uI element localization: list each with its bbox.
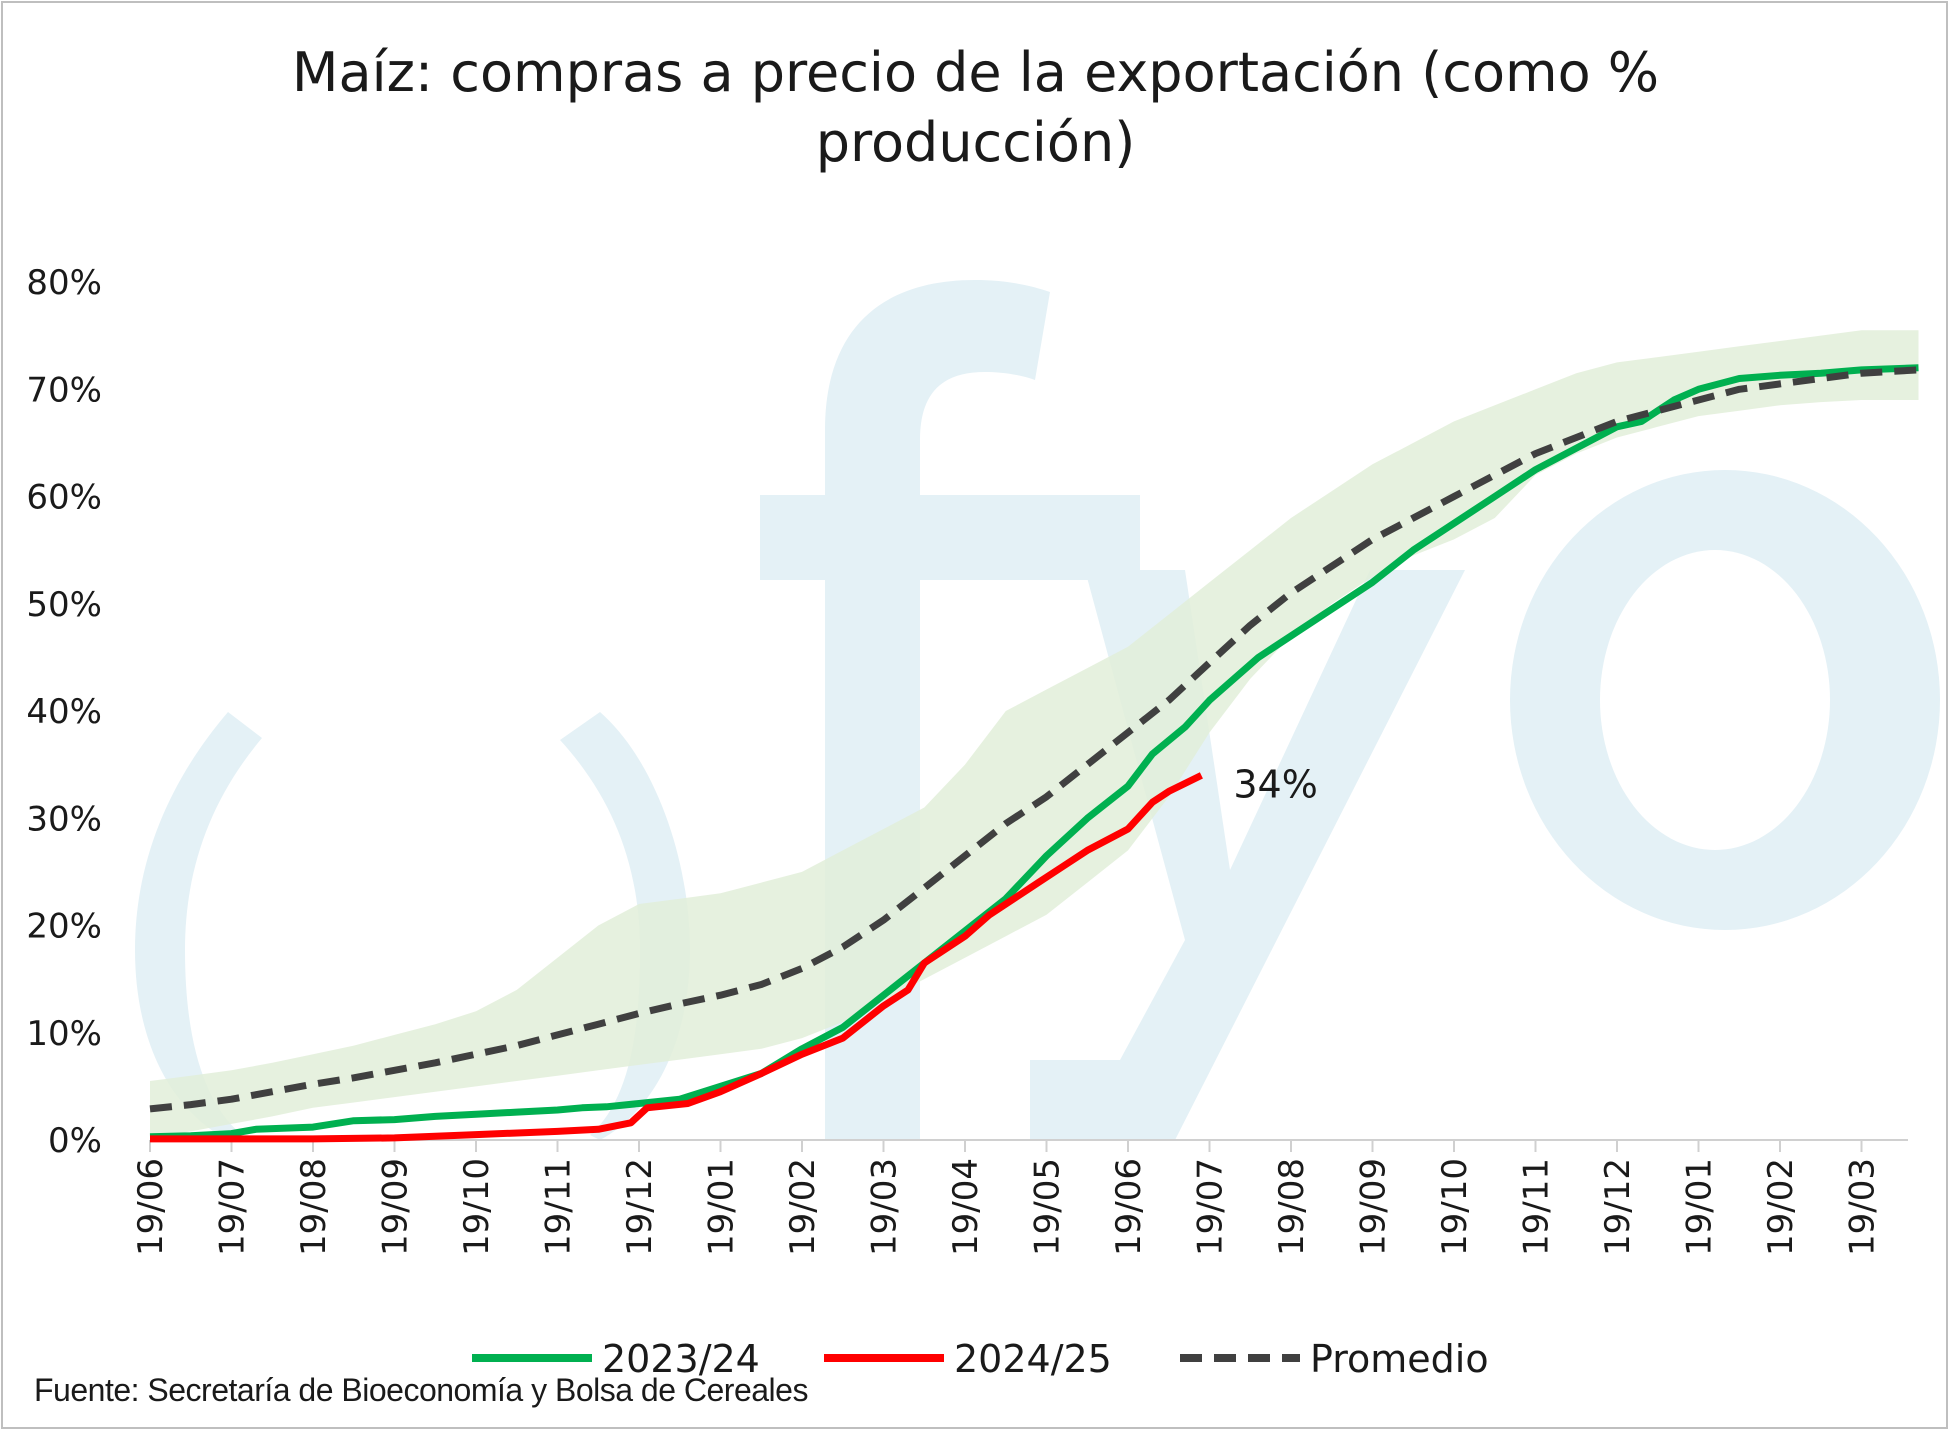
x-tick-label: 19/10 bbox=[1435, 1158, 1475, 1256]
series-line-2023-24 bbox=[149, 364, 1919, 1141]
chart-title-line-1: Maíz: compras a precio de la exportación… bbox=[291, 41, 1660, 104]
y-tick-label: 60% bbox=[26, 478, 102, 518]
x-tick-label: 19/12 bbox=[620, 1158, 660, 1256]
x-tick-label: 19/10 bbox=[457, 1158, 497, 1256]
x-tick-label: 19/06 bbox=[131, 1158, 171, 1256]
x-tick-label: 19/08 bbox=[1272, 1158, 1312, 1256]
x-tick-label: 19/06 bbox=[1109, 1158, 1149, 1256]
x-tick-label: 19/01 bbox=[1680, 1158, 1720, 1256]
x-tick-label: 19/03 bbox=[1843, 1158, 1883, 1256]
y-tick-label: 40% bbox=[26, 692, 102, 732]
watermark-o-hole bbox=[1600, 550, 1830, 850]
y-tick-label: 50% bbox=[26, 585, 102, 625]
x-tick-label: 19/08 bbox=[294, 1158, 334, 1256]
x-tick-label: 19/01 bbox=[702, 1158, 742, 1256]
y-tick-label: 30% bbox=[26, 799, 102, 839]
x-tick-label: 19/04 bbox=[946, 1158, 986, 1256]
legend-label: Promedio bbox=[1310, 1337, 1489, 1381]
y-tick-label: 20% bbox=[26, 907, 102, 947]
annotation-layer: 34% bbox=[1233, 762, 1317, 806]
source-note: Fuente: Secretaría de Bioeconomía y Bols… bbox=[34, 1372, 808, 1408]
y-tick-label: 10% bbox=[26, 1014, 102, 1054]
axis-layer: 0% 10% 20% 30% 40% 50% 60% 70% 80% 19/06 19/07 19/0… bbox=[26, 263, 1908, 1256]
series-layer bbox=[149, 364, 1919, 1143]
legend-item: Promedio bbox=[1180, 1337, 1489, 1381]
series-line-promedio bbox=[149, 366, 1919, 1113]
x-tick-label: 19/09 bbox=[1354, 1158, 1394, 1256]
x-tick-label: 19/03 bbox=[865, 1158, 905, 1256]
x-tick-label: 19/12 bbox=[1598, 1158, 1638, 1256]
x-tick-label: 19/05 bbox=[1028, 1158, 1068, 1256]
watermark-c-letter bbox=[135, 712, 262, 1140]
x-tick-label: 19/07 bbox=[213, 1158, 253, 1256]
x-tick-label: 19/07 bbox=[1191, 1158, 1231, 1256]
x-tick-label: 19/09 bbox=[376, 1158, 416, 1256]
range-band-layer bbox=[150, 330, 1919, 1138]
y-tick-label: 70% bbox=[26, 370, 102, 410]
y-tick-label: 80% bbox=[26, 263, 102, 303]
chart-title-line-2: producción) bbox=[815, 111, 1136, 174]
chart-title: Maíz: compras a precio de la exportación… bbox=[0, 38, 1951, 178]
x-tick-label: 19/02 bbox=[783, 1158, 823, 1256]
legend-label: 2023/24 bbox=[602, 1337, 760, 1381]
series-line-2024-25 bbox=[150, 772, 1203, 1143]
x-tick-label: 19/11 bbox=[1517, 1158, 1557, 1256]
legend-item: 2023/24 bbox=[472, 1337, 760, 1381]
legend-label: 2024/25 bbox=[954, 1337, 1112, 1381]
data-label: 34% bbox=[1233, 762, 1317, 806]
x-tick-label: 19/02 bbox=[1761, 1158, 1801, 1256]
y-tick-label: 0% bbox=[48, 1121, 102, 1161]
legend: 2023/24 2024/25 Promedio bbox=[472, 1337, 1489, 1381]
legend-item: 2024/25 bbox=[824, 1337, 1112, 1381]
range-band bbox=[150, 330, 1919, 1138]
x-tick-label: 19/11 bbox=[539, 1158, 579, 1256]
